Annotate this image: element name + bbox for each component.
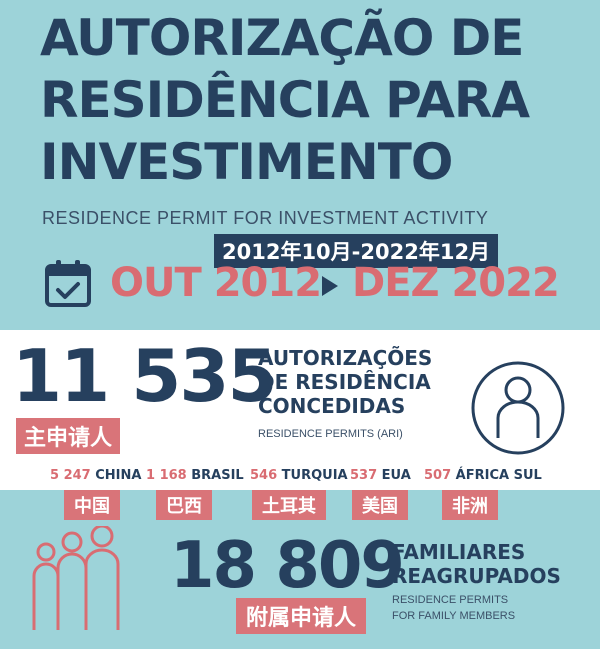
title-line-1: AUTORIZAÇÃO DE: [40, 9, 524, 67]
family-subtitle-english-2: FOR FAMILY MEMBERS: [392, 610, 516, 622]
country-name: ÁFRICA SUL: [455, 468, 542, 483]
country-count: 507: [424, 468, 452, 483]
country-turquia: 546 TURQUIA: [250, 468, 348, 483]
country-count: 5 247: [50, 468, 91, 483]
country-name: BRASIL: [191, 468, 244, 483]
country-africa-sul-cn: 非洲: [442, 490, 498, 520]
calendar-check-icon: [45, 260, 91, 307]
permits-subtitle-english: RESIDENCE PERMITS (ARI): [258, 428, 403, 440]
country-eua-cn: 美国: [352, 490, 408, 520]
permits-heading-1: AUTORIZAÇÕES: [258, 346, 433, 370]
country-china-cn: 中国: [64, 490, 120, 520]
country-brasil-cn: 巴西: [156, 490, 212, 520]
family-group-icon: [32, 526, 120, 630]
title-line-3: INVESTIMENTO: [40, 133, 453, 191]
person-circle-icon: [471, 361, 565, 455]
title-line-2: RESIDÊNCIA PARA: [40, 71, 530, 129]
country-name: CHINA: [95, 468, 142, 483]
permits-heading-3: CONCEDIDAS: [258, 394, 406, 418]
country-brasil: 1 168 BRASIL: [146, 468, 244, 483]
permits-count: 11 535: [12, 334, 278, 418]
permits-heading-2: DE RESIDÊNCIA: [258, 370, 431, 394]
country-count: 1 168: [146, 468, 187, 483]
family-subtitle-english-1: RESIDENCE PERMITS: [392, 594, 509, 606]
subtitle-english: RESIDENCE PERMIT FOR INVESTMENT ACTIVITY: [42, 208, 489, 228]
country-name: TURQUIA: [281, 468, 348, 483]
country-count: 546: [250, 468, 278, 483]
country-eua: 537 EUA: [350, 468, 411, 483]
period-start: OUT 2012: [110, 260, 322, 306]
play-arrow-icon: [322, 276, 338, 296]
country-name: EUA: [381, 468, 411, 483]
country-africa-sul: 507 ÁFRICA SUL: [424, 468, 542, 483]
family-heading-2: REAGRUPADOS: [392, 564, 561, 588]
country-china: 5 247 CHINA: [50, 468, 141, 483]
country-count: 537: [350, 468, 378, 483]
period-end: DEZ 2022: [352, 260, 560, 306]
country-turquia-cn: 土耳其: [252, 490, 326, 520]
family-heading-1: FAMILIARES: [392, 540, 526, 564]
date-range-chinese: 2012年10月-2022年12月: [214, 234, 499, 268]
family-count: 18 809: [170, 529, 405, 603]
permits-chinese-label: 主申请人: [16, 418, 121, 454]
family-chinese-label: 附属申请人: [236, 598, 367, 634]
